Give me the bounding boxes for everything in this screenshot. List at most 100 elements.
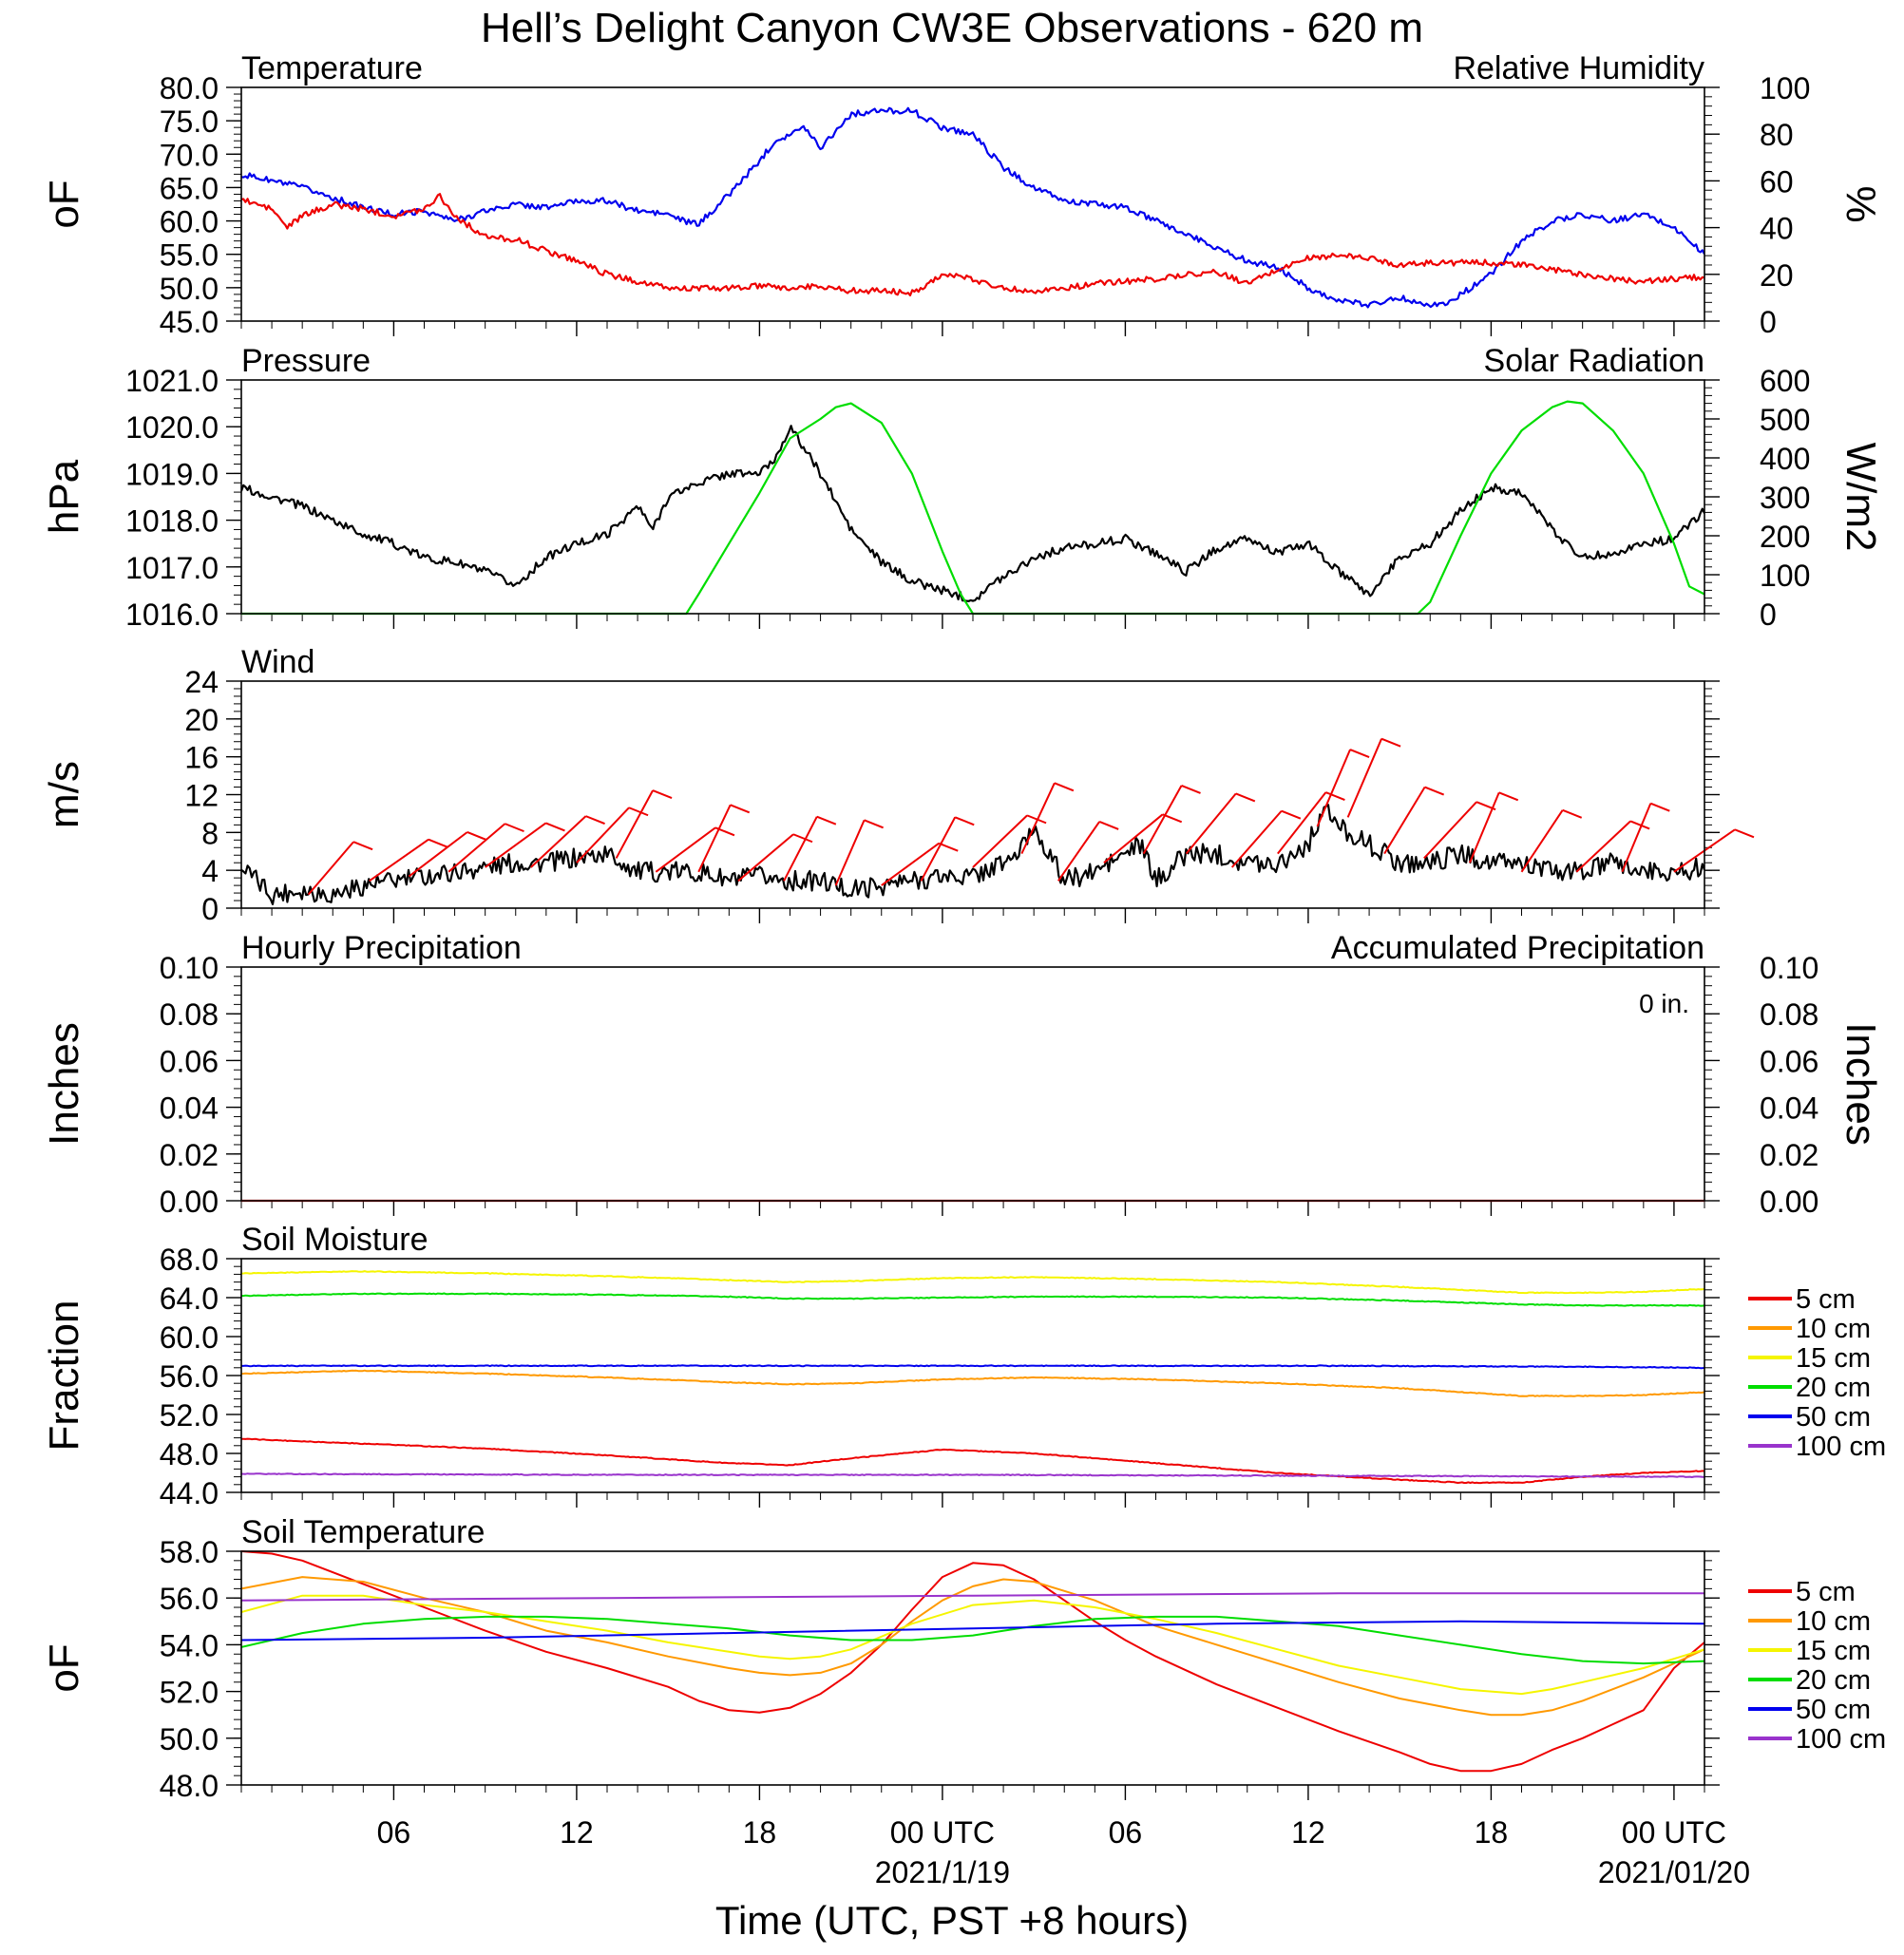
wind-barb xyxy=(737,833,813,883)
wind-barb-flag xyxy=(352,841,373,851)
chart-title: Hell’s Delight Canyon CW3E Observations … xyxy=(481,5,1423,51)
wind-barb-staff xyxy=(1621,803,1652,873)
wind-barb-staff xyxy=(1142,785,1183,855)
wind-barb xyxy=(1230,809,1302,868)
y-axis-label-left: m/s xyxy=(41,761,87,828)
wind-barb xyxy=(1520,808,1583,873)
wind-barb-flag xyxy=(1629,820,1650,830)
y-tick-label-right: 600 xyxy=(1760,364,1810,398)
panel-frame xyxy=(240,680,1705,909)
y-tick-label-left: 68.0 xyxy=(160,1243,219,1277)
wind-barb xyxy=(1057,820,1119,882)
wind-barb-staff xyxy=(1230,809,1283,868)
y-tick-label-right: 0 xyxy=(1760,305,1777,339)
y-tick-label-right: 400 xyxy=(1760,442,1810,476)
wind-barb xyxy=(920,816,975,882)
wind-barb-flag xyxy=(1349,749,1370,758)
wind-barb xyxy=(1673,828,1755,873)
wind-barb-staff xyxy=(615,789,654,859)
y-tick-label-left: 0 xyxy=(201,892,219,926)
wind-barb xyxy=(1020,782,1075,855)
wind-barb-staff xyxy=(1316,749,1351,827)
wind-barb-flag xyxy=(428,838,448,848)
wind-barb-flag xyxy=(466,831,487,841)
wind-barb-flag xyxy=(1181,785,1201,794)
x-tick-label: 06 xyxy=(1109,1815,1143,1850)
wind-barb xyxy=(1469,791,1519,864)
y-tick-label-left: 1019.0 xyxy=(125,457,219,491)
wind-barb-flag xyxy=(1734,828,1755,839)
y-axis-label-right: Inches xyxy=(1837,1022,1884,1146)
y-tick-label-left: 44.0 xyxy=(160,1476,219,1510)
wind-barb xyxy=(1383,786,1445,855)
y-tick-label-left: 4 xyxy=(201,854,219,888)
x-tick-label: 18 xyxy=(743,1815,777,1850)
y-tick-label-left: 60.0 xyxy=(160,1320,219,1355)
panel-frame xyxy=(240,379,1705,615)
y-tick-label-left: 16 xyxy=(184,741,219,775)
series-line-temperature xyxy=(241,106,1704,309)
series-line-100-cm xyxy=(241,1472,1704,1478)
wind-barb xyxy=(655,826,735,873)
x-date-label: 2021/1/19 xyxy=(875,1855,1010,1889)
series-line-50-cm xyxy=(241,1620,1704,1642)
wind-barb-flag xyxy=(730,804,751,814)
legend-label: 50 cm xyxy=(1796,1695,1871,1725)
wind-barb-flag xyxy=(1054,782,1075,792)
y-tick-label-left: 52.0 xyxy=(160,1398,219,1433)
y-tick-label-left: 52.0 xyxy=(160,1676,219,1710)
wind-barb xyxy=(369,838,448,883)
y-tick-label-left: 50.0 xyxy=(160,272,219,306)
y-tick-label-left: 1017.0 xyxy=(125,551,219,585)
wind-barb-flag xyxy=(864,819,884,829)
y-axis-label-right: % xyxy=(1837,185,1884,222)
x-tick-label: 12 xyxy=(560,1815,594,1850)
y-tick-label-left: 24 xyxy=(184,665,219,699)
wind-barb-flag xyxy=(1325,791,1345,802)
legend-label: 50 cm xyxy=(1796,1402,1871,1433)
y-tick-label-left: 56.0 xyxy=(160,1359,219,1394)
y-axis-label-left: oF xyxy=(41,1643,87,1692)
series-line-pressure xyxy=(241,425,1704,602)
legend-label: 15 cm xyxy=(1796,1636,1871,1666)
y-tick-label-right: 0.04 xyxy=(1760,1091,1818,1126)
wind-barb-staff xyxy=(834,819,866,886)
x-tick-label: 12 xyxy=(1291,1815,1325,1850)
y-tick-label-left: 55.0 xyxy=(160,238,219,273)
panel-frame xyxy=(240,86,1705,322)
y-tick-label-left: 0.10 xyxy=(160,951,219,985)
wind-barb-flag xyxy=(1649,802,1670,812)
wind-barb-staff xyxy=(920,816,957,882)
wind-barb-staff xyxy=(881,842,940,886)
legend-label: 100 cm xyxy=(1796,1432,1886,1462)
wind-barb-flag xyxy=(954,816,975,826)
y-tick-label-right: 500 xyxy=(1760,403,1810,437)
wind-barb-staff xyxy=(1103,813,1164,864)
wind-barb xyxy=(1185,792,1256,855)
panel-soil-temperature: 48.0 50.0 52.0 54.0 56.0 58.0 Soil Temperature… xyxy=(41,1514,1886,1803)
panel-pressure-solar: 1016.0 1017.0 1018.0 1019.0 1020.0 1021.0 0 100… xyxy=(41,343,1884,632)
y-axis-label-left: hPa xyxy=(41,459,87,534)
wind-barb-flag xyxy=(585,815,605,826)
series-line-15-cm xyxy=(241,1594,1704,1696)
y-tick-label-left: 1021.0 xyxy=(125,364,219,398)
wind-barb-staff xyxy=(655,826,716,873)
wind-barb-staff xyxy=(576,807,630,864)
series-line-solar-radiation xyxy=(241,400,1704,616)
y-tick-label-left: 8 xyxy=(201,816,219,850)
wind-barb xyxy=(408,831,487,878)
wind-barb-flag xyxy=(1562,808,1583,819)
wind-barb-flag xyxy=(628,807,649,817)
y-tick-label-left: 0.04 xyxy=(160,1091,219,1126)
panel-annotation: 0 in. xyxy=(1639,989,1689,1018)
wind-barb-flag xyxy=(505,823,524,833)
y-tick-label-left: 0.00 xyxy=(160,1185,219,1219)
y-tick-label-left: 75.0 xyxy=(160,104,219,139)
panel-title-left: Hourly Precipitation xyxy=(241,930,522,966)
x-tick-label: 18 xyxy=(1475,1815,1509,1850)
panel-frame xyxy=(240,1550,1705,1786)
wind-barb xyxy=(307,841,373,896)
wind-barb-flag xyxy=(1380,737,1401,748)
legend-label: 5 cm xyxy=(1796,1577,1856,1607)
